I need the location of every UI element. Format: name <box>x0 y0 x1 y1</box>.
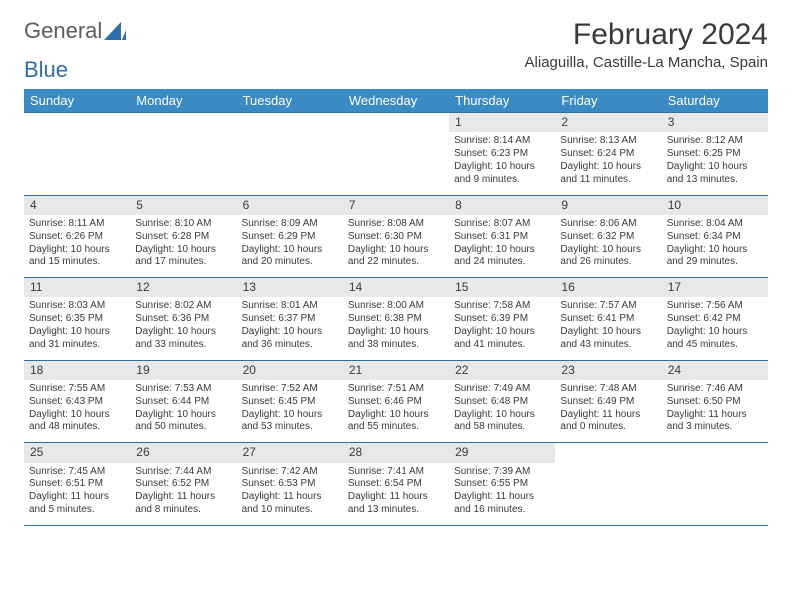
day-number-cell <box>130 113 236 133</box>
day-detail-cell: Sunrise: 7:55 AMSunset: 6:43 PMDaylight:… <box>24 380 130 443</box>
day-number-row: 45678910 <box>24 195 768 215</box>
day-number-cell: 22 <box>449 360 555 380</box>
day-number-cell: 17 <box>662 278 768 298</box>
day-number-cell: 1 <box>449 113 555 133</box>
calendar-body: 123Sunrise: 8:14 AMSunset: 6:23 PMDaylig… <box>24 113 768 526</box>
day-number-cell: 11 <box>24 278 130 298</box>
month-title: February 2024 <box>525 18 768 52</box>
day-detail-row: Sunrise: 7:45 AMSunset: 6:51 PMDaylight:… <box>24 463 768 526</box>
day-number-cell: 14 <box>343 278 449 298</box>
day-number-row: 2526272829 <box>24 443 768 463</box>
day-number-cell: 8 <box>449 195 555 215</box>
day-number-cell: 16 <box>555 278 661 298</box>
day-detail-cell: Sunrise: 7:53 AMSunset: 6:44 PMDaylight:… <box>130 380 236 443</box>
day-detail-cell: Sunrise: 8:14 AMSunset: 6:23 PMDaylight:… <box>449 132 555 195</box>
calendar-page: General February 2024 Aliaguilla, Castil… <box>0 0 792 544</box>
day-number-cell: 3 <box>662 113 768 133</box>
weekday-header: Saturday <box>662 89 768 113</box>
day-number-cell <box>343 113 449 133</box>
day-number-cell <box>24 113 130 133</box>
day-number-row: 123 <box>24 113 768 133</box>
day-detail-row: Sunrise: 8:03 AMSunset: 6:35 PMDaylight:… <box>24 297 768 360</box>
day-number-cell: 4 <box>24 195 130 215</box>
day-number-cell: 10 <box>662 195 768 215</box>
day-detail-cell: Sunrise: 8:01 AMSunset: 6:37 PMDaylight:… <box>237 297 343 360</box>
day-detail-cell: Sunrise: 7:39 AMSunset: 6:55 PMDaylight:… <box>449 463 555 526</box>
day-number-cell <box>237 113 343 133</box>
logo: General <box>24 18 126 44</box>
weekday-header: Thursday <box>449 89 555 113</box>
day-number-cell: 5 <box>130 195 236 215</box>
day-detail-cell: Sunrise: 8:06 AMSunset: 6:32 PMDaylight:… <box>555 215 661 278</box>
day-detail-cell: Sunrise: 7:57 AMSunset: 6:41 PMDaylight:… <box>555 297 661 360</box>
day-detail-cell: Sunrise: 8:12 AMSunset: 6:25 PMDaylight:… <box>662 132 768 195</box>
day-detail-cell: Sunrise: 7:58 AMSunset: 6:39 PMDaylight:… <box>449 297 555 360</box>
weekday-header: Friday <box>555 89 661 113</box>
day-detail-cell: Sunrise: 7:46 AMSunset: 6:50 PMDaylight:… <box>662 380 768 443</box>
day-detail-cell: Sunrise: 8:02 AMSunset: 6:36 PMDaylight:… <box>130 297 236 360</box>
day-detail-cell <box>555 463 661 526</box>
day-number-cell: 2 <box>555 113 661 133</box>
calendar-table: Sunday Monday Tuesday Wednesday Thursday… <box>24 89 768 526</box>
day-number-cell: 12 <box>130 278 236 298</box>
day-detail-cell: Sunrise: 7:51 AMSunset: 6:46 PMDaylight:… <box>343 380 449 443</box>
day-detail-cell <box>24 132 130 195</box>
day-number-cell: 23 <box>555 360 661 380</box>
day-detail-cell: Sunrise: 7:48 AMSunset: 6:49 PMDaylight:… <box>555 380 661 443</box>
logo-text-1: General <box>24 18 102 44</box>
day-detail-cell: Sunrise: 7:44 AMSunset: 6:52 PMDaylight:… <box>130 463 236 526</box>
day-detail-cell <box>130 132 236 195</box>
day-detail-cell: Sunrise: 8:08 AMSunset: 6:30 PMDaylight:… <box>343 215 449 278</box>
day-detail-cell: Sunrise: 7:52 AMSunset: 6:45 PMDaylight:… <box>237 380 343 443</box>
day-number-cell: 24 <box>662 360 768 380</box>
weekday-header: Tuesday <box>237 89 343 113</box>
day-detail-cell: Sunrise: 8:10 AMSunset: 6:28 PMDaylight:… <box>130 215 236 278</box>
day-number-cell <box>555 443 661 463</box>
day-detail-cell <box>662 463 768 526</box>
day-detail-cell: Sunrise: 8:03 AMSunset: 6:35 PMDaylight:… <box>24 297 130 360</box>
day-number-cell: 7 <box>343 195 449 215</box>
day-number-cell: 25 <box>24 443 130 463</box>
day-detail-row: Sunrise: 8:11 AMSunset: 6:26 PMDaylight:… <box>24 215 768 278</box>
day-number-cell: 9 <box>555 195 661 215</box>
day-number-row: 11121314151617 <box>24 278 768 298</box>
day-detail-row: Sunrise: 7:55 AMSunset: 6:43 PMDaylight:… <box>24 380 768 443</box>
weekday-header: Sunday <box>24 89 130 113</box>
day-number-cell: 13 <box>237 278 343 298</box>
day-detail-cell: Sunrise: 8:00 AMSunset: 6:38 PMDaylight:… <box>343 297 449 360</box>
day-number-cell: 28 <box>343 443 449 463</box>
day-detail-cell: Sunrise: 8:07 AMSunset: 6:31 PMDaylight:… <box>449 215 555 278</box>
day-detail-cell: Sunrise: 7:49 AMSunset: 6:48 PMDaylight:… <box>449 380 555 443</box>
day-detail-cell: Sunrise: 8:11 AMSunset: 6:26 PMDaylight:… <box>24 215 130 278</box>
day-detail-cell: Sunrise: 8:13 AMSunset: 6:24 PMDaylight:… <box>555 132 661 195</box>
day-number-cell: 29 <box>449 443 555 463</box>
title-block: February 2024 Aliaguilla, Castille-La Ma… <box>525 18 768 71</box>
day-number-cell <box>662 443 768 463</box>
location-subtitle: Aliaguilla, Castille-La Mancha, Spain <box>525 54 768 71</box>
day-detail-cell <box>343 132 449 195</box>
day-number-row: 18192021222324 <box>24 360 768 380</box>
day-number-cell: 21 <box>343 360 449 380</box>
logo-sail-icon <box>104 22 126 40</box>
day-number-cell: 19 <box>130 360 236 380</box>
day-number-cell: 15 <box>449 278 555 298</box>
day-number-cell: 6 <box>237 195 343 215</box>
day-detail-cell: Sunrise: 8:09 AMSunset: 6:29 PMDaylight:… <box>237 215 343 278</box>
day-number-cell: 20 <box>237 360 343 380</box>
weekday-header: Wednesday <box>343 89 449 113</box>
day-detail-cell: Sunrise: 7:56 AMSunset: 6:42 PMDaylight:… <box>662 297 768 360</box>
weekday-header: Monday <box>130 89 236 113</box>
weekday-header-row: Sunday Monday Tuesday Wednesday Thursday… <box>24 89 768 113</box>
day-detail-cell: Sunrise: 7:41 AMSunset: 6:54 PMDaylight:… <box>343 463 449 526</box>
logo-text-2: Blue <box>24 57 68 83</box>
day-detail-row: Sunrise: 8:14 AMSunset: 6:23 PMDaylight:… <box>24 132 768 195</box>
day-number-cell: 26 <box>130 443 236 463</box>
day-detail-cell: Sunrise: 8:04 AMSunset: 6:34 PMDaylight:… <box>662 215 768 278</box>
day-number-cell: 27 <box>237 443 343 463</box>
day-detail-cell: Sunrise: 7:42 AMSunset: 6:53 PMDaylight:… <box>237 463 343 526</box>
day-number-cell: 18 <box>24 360 130 380</box>
day-detail-cell: Sunrise: 7:45 AMSunset: 6:51 PMDaylight:… <box>24 463 130 526</box>
day-detail-cell <box>237 132 343 195</box>
